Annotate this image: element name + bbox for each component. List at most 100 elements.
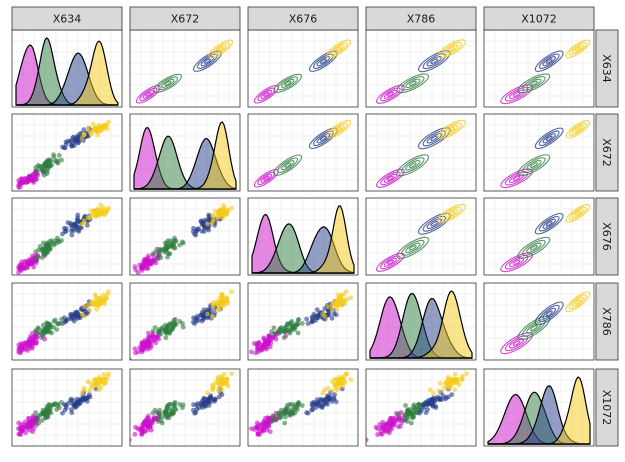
- scatter-point: [281, 335, 287, 341]
- panel-X634-X676: [247, 29, 359, 108]
- scatter-point: [396, 416, 402, 421]
- scatter-point: [94, 380, 100, 386]
- scatter-point: [332, 392, 338, 397]
- scatter-point: [69, 232, 75, 238]
- scatter-point: [224, 376, 230, 382]
- scatter-point: [389, 426, 395, 432]
- density-contour-group-2: [280, 78, 295, 88]
- scatter-point: [102, 377, 108, 382]
- density-contour-group-1: [260, 173, 273, 183]
- density-contour-group-2: [408, 245, 417, 251]
- scatter-point: [325, 304, 331, 310]
- scatter-point: [33, 260, 39, 266]
- scatter-point: [45, 325, 51, 330]
- scatter-point: [386, 428, 391, 434]
- scatter-point: [304, 316, 309, 322]
- density-contour-group-2: [396, 73, 430, 94]
- density-contour-group-2: [401, 239, 425, 256]
- scatter-point: [167, 242, 172, 248]
- panel-X786-X1072: [483, 282, 595, 361]
- scatter-point: [348, 377, 354, 382]
- scatter-point: [276, 330, 282, 336]
- row-strip-background: [595, 197, 619, 276]
- scatter-point: [460, 373, 465, 379]
- density-contour-group-4: [444, 208, 459, 218]
- density-contour-group-2: [273, 154, 303, 176]
- panel-border: [247, 113, 359, 192]
- scatter-point: [132, 346, 138, 352]
- scatter-point: [437, 381, 443, 386]
- scatter-point: [423, 401, 429, 406]
- scatter-point: [148, 345, 153, 351]
- density-contour-group-3: [426, 55, 442, 67]
- density-contour-group-1: [386, 175, 394, 181]
- density-contour-group-2: [408, 162, 417, 168]
- density-contour-group-2: [405, 159, 421, 171]
- density-contour-group-2: [277, 76, 299, 91]
- density-contour-group-1: [509, 89, 525, 100]
- scatter-point: [439, 397, 445, 402]
- density-curve-group-4: [16, 40, 119, 106]
- scatter-point: [87, 128, 93, 134]
- scatter-point: [45, 247, 51, 252]
- density-contour-group-4: [326, 39, 352, 59]
- scatter-point: [199, 228, 205, 234]
- scatter-point: [133, 424, 138, 430]
- scatter-point: [139, 339, 145, 345]
- density-contour-group-3: [538, 304, 560, 323]
- scatter-point: [334, 301, 340, 307]
- panel-X672-X786: [365, 113, 477, 192]
- scatter-point: [180, 240, 186, 246]
- scatter-point: [310, 318, 316, 324]
- scatter-point: [177, 242, 183, 248]
- scatter-point: [295, 330, 301, 336]
- scatter-point: [35, 325, 41, 331]
- scatter-point: [94, 209, 100, 214]
- scatter-point: [194, 318, 200, 324]
- scatter-point: [205, 311, 210, 317]
- scatter-point: [201, 220, 206, 226]
- scatter-point: [157, 329, 163, 334]
- scatter-point: [160, 247, 165, 252]
- panel-content: [135, 39, 234, 104]
- scatter-point: [36, 420, 42, 426]
- scatter-point: [167, 251, 173, 257]
- density-contour-group-3: [545, 58, 553, 64]
- density-contour-group-4: [574, 46, 581, 52]
- scatter-point: [243, 357, 248, 362]
- scatter-point: [45, 161, 51, 167]
- scatter-point: [262, 415, 268, 421]
- scatter-point: [271, 418, 276, 423]
- scatter-point: [42, 251, 47, 257]
- scatter-point: [210, 313, 215, 319]
- scatter-point: [219, 387, 225, 393]
- scatter-point: [210, 304, 216, 310]
- scatter-point: [210, 218, 216, 223]
- scatter-point: [413, 406, 419, 412]
- scatter-point: [198, 313, 204, 318]
- scatter-point: [205, 221, 210, 227]
- column-strip-X1072: X1072: [483, 6, 595, 31]
- density-contour-group-2: [530, 325, 538, 331]
- scatter-point: [25, 176, 31, 182]
- density-contour-group-3: [545, 310, 553, 317]
- scatter-point: [71, 143, 77, 149]
- density-curve-group-4: [488, 376, 591, 445]
- scatter-point: [62, 319, 68, 325]
- scatter-point: [25, 424, 31, 429]
- density-contour-group-1: [500, 252, 533, 273]
- density-contour-group-3: [319, 58, 327, 64]
- panel-border: [365, 282, 477, 361]
- density-contour-group-2: [530, 80, 538, 86]
- scatter-point: [76, 135, 81, 140]
- scatter-point: [7, 357, 12, 362]
- density-contour-group-1: [509, 173, 525, 184]
- density-contour-group-4: [565, 204, 591, 223]
- scatter-point: [220, 295, 226, 301]
- panel-grid: [248, 114, 358, 191]
- scatter-point: [45, 406, 51, 412]
- density-contour-group-2: [401, 76, 425, 91]
- panel-content: [133, 121, 237, 190]
- row-strip-label: X676: [600, 222, 613, 251]
- scatter-point: [81, 218, 87, 223]
